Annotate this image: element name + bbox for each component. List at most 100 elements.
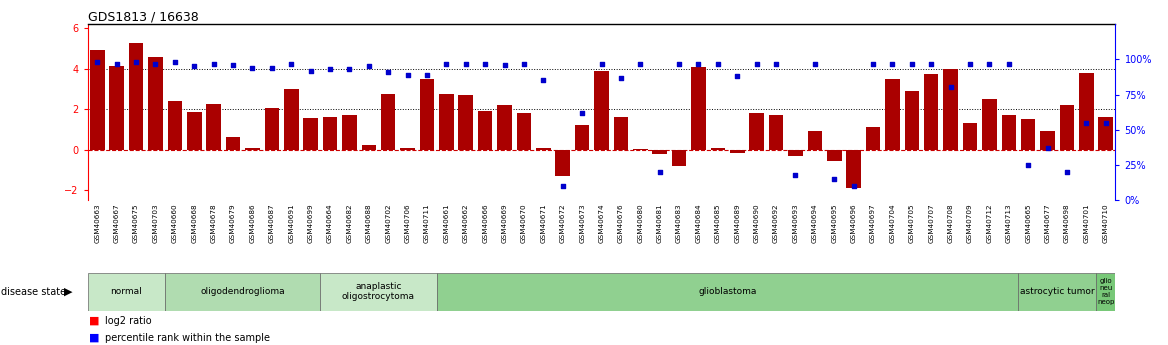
- Point: [146, 61, 165, 66]
- Point: [107, 61, 126, 66]
- Text: GSM40706: GSM40706: [404, 204, 411, 243]
- Text: oligodendroglioma: oligodendroglioma: [201, 287, 285, 296]
- Bar: [1041, 131, 1055, 149]
- Text: GSM40674: GSM40674: [598, 204, 605, 243]
- Point: [844, 183, 863, 189]
- Bar: [439, 94, 453, 149]
- Bar: [653, 149, 667, 154]
- Bar: [187, 112, 202, 149]
- Text: GSM40676: GSM40676: [618, 204, 624, 243]
- Bar: [904, 91, 919, 149]
- Bar: [788, 149, 802, 156]
- Text: GSM40707: GSM40707: [929, 204, 934, 243]
- Point: [651, 169, 669, 175]
- Text: GSM40704: GSM40704: [889, 204, 896, 243]
- Text: GSM40673: GSM40673: [579, 204, 585, 243]
- Text: GSM40672: GSM40672: [559, 204, 565, 243]
- Bar: [342, 115, 356, 149]
- Bar: [536, 148, 550, 149]
- Bar: [865, 127, 881, 149]
- Bar: [419, 79, 434, 149]
- Point: [340, 67, 359, 72]
- Text: disease state: disease state: [1, 287, 67, 296]
- Bar: [962, 123, 978, 149]
- Text: log2 ratio: log2 ratio: [105, 316, 152, 326]
- Text: GSM40690: GSM40690: [753, 204, 759, 243]
- Bar: [1098, 117, 1113, 149]
- Text: ■: ■: [89, 333, 99, 343]
- Point: [1057, 169, 1076, 175]
- Point: [1038, 145, 1057, 151]
- Text: GSM40667: GSM40667: [113, 204, 119, 243]
- Bar: [750, 113, 764, 149]
- Text: GSM40660: GSM40660: [172, 204, 178, 243]
- Text: GSM40687: GSM40687: [269, 204, 274, 243]
- Bar: [595, 71, 609, 149]
- Bar: [381, 94, 396, 149]
- Point: [204, 61, 223, 66]
- Text: GSM40665: GSM40665: [1026, 204, 1031, 243]
- Bar: [165, 273, 320, 310]
- Point: [786, 172, 805, 178]
- Bar: [613, 117, 628, 149]
- Point: [960, 61, 979, 66]
- Point: [418, 72, 437, 78]
- Point: [903, 61, 922, 66]
- Bar: [167, 101, 182, 149]
- Bar: [730, 149, 744, 152]
- Point: [631, 61, 649, 66]
- Text: GSM40679: GSM40679: [230, 204, 236, 243]
- Bar: [304, 118, 318, 149]
- Text: GSM40680: GSM40680: [638, 204, 644, 243]
- Text: normal: normal: [111, 287, 142, 296]
- Bar: [807, 131, 822, 149]
- Bar: [672, 149, 687, 166]
- Bar: [691, 67, 705, 149]
- Text: GSM40664: GSM40664: [327, 204, 333, 243]
- Text: GSM40670: GSM40670: [521, 204, 527, 243]
- Bar: [207, 104, 221, 149]
- Text: percentile rank within the sample: percentile rank within the sample: [105, 333, 270, 343]
- Text: GSM40703: GSM40703: [153, 204, 159, 243]
- Bar: [1018, 273, 1096, 310]
- Text: GSM40692: GSM40692: [773, 204, 779, 243]
- Point: [88, 59, 106, 65]
- Bar: [944, 69, 958, 149]
- Bar: [88, 273, 165, 310]
- Point: [922, 61, 940, 66]
- Point: [360, 63, 378, 69]
- Bar: [459, 95, 473, 149]
- Text: GSM40710: GSM40710: [1103, 204, 1108, 243]
- Text: GSM40701: GSM40701: [1084, 204, 1090, 243]
- Bar: [437, 273, 1018, 310]
- Text: GSM40683: GSM40683: [676, 204, 682, 243]
- Bar: [710, 148, 725, 149]
- Text: GSM40682: GSM40682: [347, 204, 353, 243]
- Text: GSM40684: GSM40684: [695, 204, 702, 243]
- Point: [689, 61, 708, 66]
- Text: GSM40686: GSM40686: [250, 204, 256, 243]
- Text: GSM40696: GSM40696: [850, 204, 856, 243]
- Text: astrocytic tumor: astrocytic tumor: [1020, 287, 1094, 296]
- Point: [825, 176, 843, 182]
- Bar: [1001, 115, 1016, 149]
- Bar: [110, 66, 124, 149]
- Text: anaplastic
oligostrocytoma: anaplastic oligostrocytoma: [342, 282, 415, 301]
- Point: [554, 183, 572, 189]
- Bar: [924, 74, 938, 149]
- Point: [495, 62, 514, 68]
- Text: GSM40712: GSM40712: [987, 204, 993, 243]
- Point: [669, 61, 688, 66]
- Point: [398, 72, 417, 78]
- Bar: [827, 149, 841, 161]
- Point: [1018, 162, 1037, 168]
- Bar: [265, 108, 279, 149]
- Text: GSM40663: GSM40663: [95, 204, 100, 243]
- Point: [437, 61, 456, 66]
- Text: GSM40681: GSM40681: [656, 204, 662, 243]
- Text: GSM40694: GSM40694: [812, 204, 818, 243]
- Point: [534, 78, 552, 83]
- Point: [263, 65, 281, 70]
- Bar: [1021, 119, 1036, 149]
- Point: [1077, 120, 1096, 126]
